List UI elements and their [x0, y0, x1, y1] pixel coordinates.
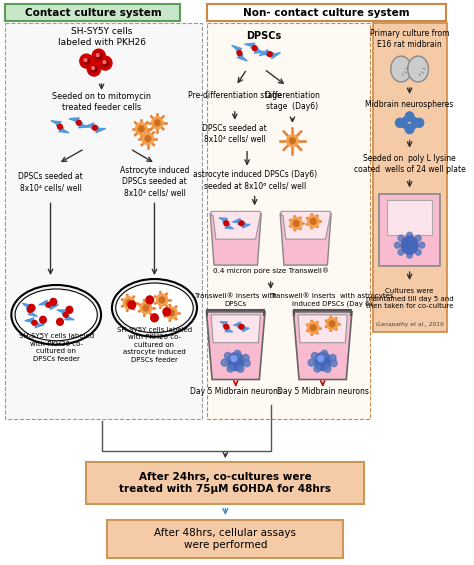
Circle shape: [398, 249, 404, 255]
Circle shape: [66, 306, 73, 314]
Text: Transwell® inserts  with astrocytes
induced DPSCs (Day 6): Transwell® inserts with astrocytes induc…: [270, 293, 394, 307]
Text: SH-SY5Y cells labeled
with PKH26 co-
cultured on
DPSCs feeder: SH-SY5Y cells labeled with PKH26 co- cul…: [18, 333, 94, 362]
Text: Cultures were
maintained till day 5 and
then taken for co-culture: Cultures were maintained till day 5 and …: [366, 288, 454, 310]
Text: After 24hrs, co-cultures were
treated with 75μM 6OHDA for 48hrs: After 24hrs, co-cultures were treated wi…: [119, 472, 331, 494]
Circle shape: [84, 59, 87, 62]
Polygon shape: [84, 123, 106, 133]
Ellipse shape: [11, 285, 101, 345]
Circle shape: [329, 321, 335, 327]
Circle shape: [159, 297, 165, 303]
Polygon shape: [22, 303, 37, 316]
Circle shape: [91, 67, 94, 69]
Circle shape: [227, 365, 234, 372]
Polygon shape: [232, 45, 247, 61]
Circle shape: [152, 117, 163, 129]
Bar: [208, 23, 370, 419]
Circle shape: [405, 125, 414, 134]
Text: After 48hrs, cellular assays
were performed: After 48hrs, cellular assays were perfor…: [155, 528, 296, 550]
Circle shape: [404, 123, 410, 129]
Circle shape: [221, 359, 228, 366]
Circle shape: [407, 232, 412, 238]
Circle shape: [87, 62, 100, 76]
Circle shape: [293, 220, 299, 226]
Polygon shape: [220, 321, 233, 332]
Circle shape: [415, 235, 421, 241]
Bar: [5, 23, 202, 419]
Bar: [379, 194, 440, 266]
Circle shape: [287, 134, 298, 147]
Polygon shape: [51, 121, 69, 133]
Circle shape: [410, 123, 416, 129]
Circle shape: [308, 322, 319, 334]
Polygon shape: [298, 315, 347, 343]
Text: Day 5 Midbrain neurons: Day 5 Midbrain neurons: [277, 387, 369, 396]
Circle shape: [103, 60, 106, 64]
Circle shape: [155, 120, 160, 126]
Polygon shape: [210, 214, 261, 265]
Circle shape: [308, 215, 319, 227]
Text: Differentiation
stage  (Day6): Differentiation stage (Day6): [264, 91, 320, 111]
Bar: [86, 462, 364, 504]
Circle shape: [314, 365, 320, 372]
Circle shape: [419, 242, 425, 248]
Circle shape: [76, 120, 81, 125]
Circle shape: [225, 353, 231, 359]
Text: SH-SY5Y cells labeled
with PKH26 co-
cultured on
astrocyte induced
DPSCs feeder: SH-SY5Y cells labeled with PKH26 co- cul…: [117, 327, 192, 363]
Text: Ganapathy et al., 2016: Ganapathy et al., 2016: [376, 322, 444, 327]
Circle shape: [314, 353, 331, 371]
Circle shape: [27, 307, 32, 312]
Circle shape: [267, 51, 272, 56]
Circle shape: [142, 133, 154, 145]
Ellipse shape: [116, 283, 193, 333]
Circle shape: [308, 359, 315, 366]
Polygon shape: [39, 300, 58, 310]
Circle shape: [138, 126, 144, 132]
Circle shape: [291, 218, 302, 229]
Ellipse shape: [15, 289, 97, 341]
Circle shape: [91, 66, 97, 72]
Text: Seeded on to mitomycin
treated feeder cells: Seeded on to mitomycin treated feeder ce…: [52, 92, 151, 112]
Circle shape: [28, 305, 35, 311]
Circle shape: [412, 118, 418, 124]
Circle shape: [102, 60, 108, 66]
Polygon shape: [219, 218, 234, 229]
Circle shape: [163, 308, 171, 316]
Circle shape: [143, 305, 149, 311]
Circle shape: [330, 360, 337, 367]
Circle shape: [166, 307, 177, 319]
Circle shape: [96, 54, 99, 56]
Text: Primary culture from
E16 rat midbrain: Primary culture from E16 rat midbrain: [370, 29, 449, 49]
Circle shape: [405, 112, 414, 121]
Circle shape: [140, 302, 152, 314]
Polygon shape: [245, 43, 264, 53]
Circle shape: [224, 324, 228, 329]
Circle shape: [234, 350, 241, 357]
Text: DPSCs seeded at
8x10⁴ cells/ well: DPSCs seeded at 8x10⁴ cells/ well: [202, 124, 267, 144]
Circle shape: [146, 296, 154, 304]
Polygon shape: [207, 312, 265, 380]
Circle shape: [401, 236, 418, 254]
Circle shape: [394, 242, 400, 248]
Text: astrocyte induced DPSCs (Day6)
seeded at 8x10⁶ cells/ well: astrocyte induced DPSCs (Day6) seeded at…: [192, 171, 317, 190]
Bar: [107, 520, 344, 558]
Ellipse shape: [112, 279, 197, 337]
Circle shape: [151, 314, 158, 322]
Circle shape: [407, 252, 412, 258]
Circle shape: [83, 58, 89, 64]
Polygon shape: [233, 322, 249, 332]
Ellipse shape: [408, 56, 428, 82]
Polygon shape: [69, 118, 89, 128]
Circle shape: [231, 355, 237, 362]
Ellipse shape: [391, 56, 411, 82]
Polygon shape: [233, 219, 250, 228]
Bar: [387, 201, 432, 235]
Circle shape: [395, 118, 404, 127]
Circle shape: [169, 310, 174, 316]
Polygon shape: [211, 211, 260, 239]
Bar: [373, 23, 447, 332]
Text: SH-SY5Y cells
labeled with PKH26: SH-SY5Y cells labeled with PKH26: [57, 27, 146, 47]
Circle shape: [145, 136, 151, 142]
Circle shape: [415, 118, 424, 127]
Circle shape: [290, 138, 295, 144]
Circle shape: [156, 294, 168, 306]
